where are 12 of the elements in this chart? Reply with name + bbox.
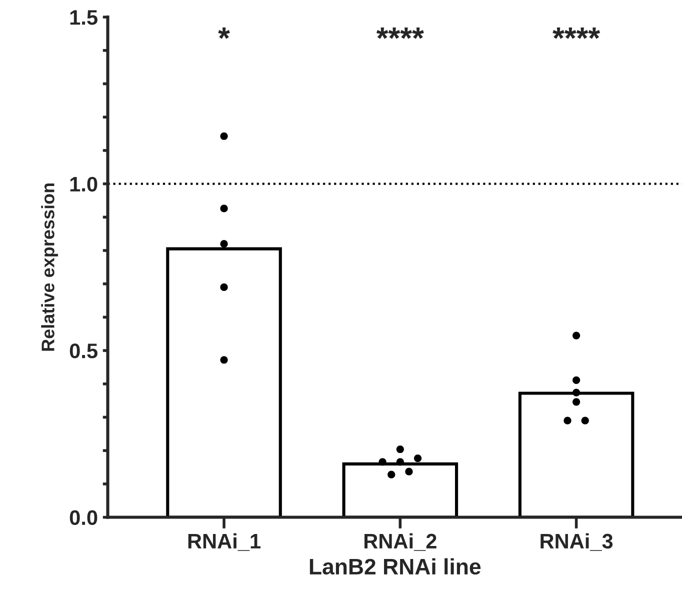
annotation: **** — [376, 27, 424, 39]
x-tick-label: RNAi_3 — [540, 533, 613, 551]
annotation: * — [218, 27, 230, 39]
y-tick-label: 1.5 — [70, 10, 98, 25]
x-axis-title: LanB2 RNAi line — [310, 558, 481, 575]
x-tick-label: RNAi_1 — [188, 533, 260, 551]
y-axis-title: Relative expression — [41, 183, 58, 351]
annotation: **** — [552, 27, 600, 39]
x-tick-label: RNAi_2 — [364, 533, 436, 551]
y-tick-label: 0.5 — [70, 344, 98, 358]
y-tick-label: 0.0 — [70, 510, 98, 526]
y-tick-label: 1.0 — [70, 176, 98, 192]
